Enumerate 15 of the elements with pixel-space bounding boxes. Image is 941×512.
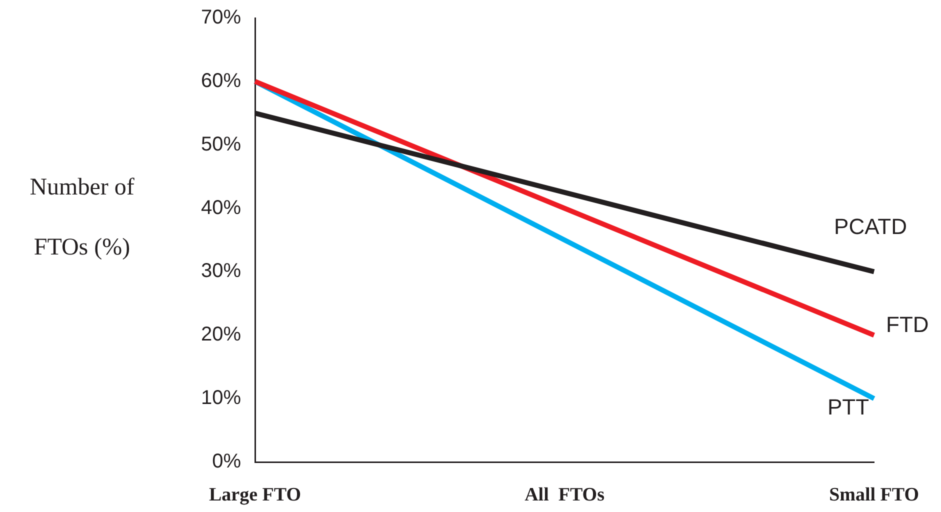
series-label: PTT [827,394,870,420]
y-tick-label: 40% [200,196,242,219]
series-label: PCATD [834,214,907,239]
series-label: FTD [886,312,929,338]
x-tick-label: All FTOs [524,484,604,506]
y-tick-label: 0% [212,450,242,473]
y-tick-label: 50% [200,133,242,156]
x-tick-label: Small FTO [829,484,920,506]
y-tick-label: 10% [200,387,242,410]
text: Number of FTOs (%) [30,174,134,260]
y-tick-label: 30% [200,260,242,282]
y-tick-label: 70% [200,6,242,29]
y-tick-label: 60% [200,70,242,92]
x-tick-label: Large FTO [208,484,302,506]
y-tick-label: 20% [200,324,242,346]
